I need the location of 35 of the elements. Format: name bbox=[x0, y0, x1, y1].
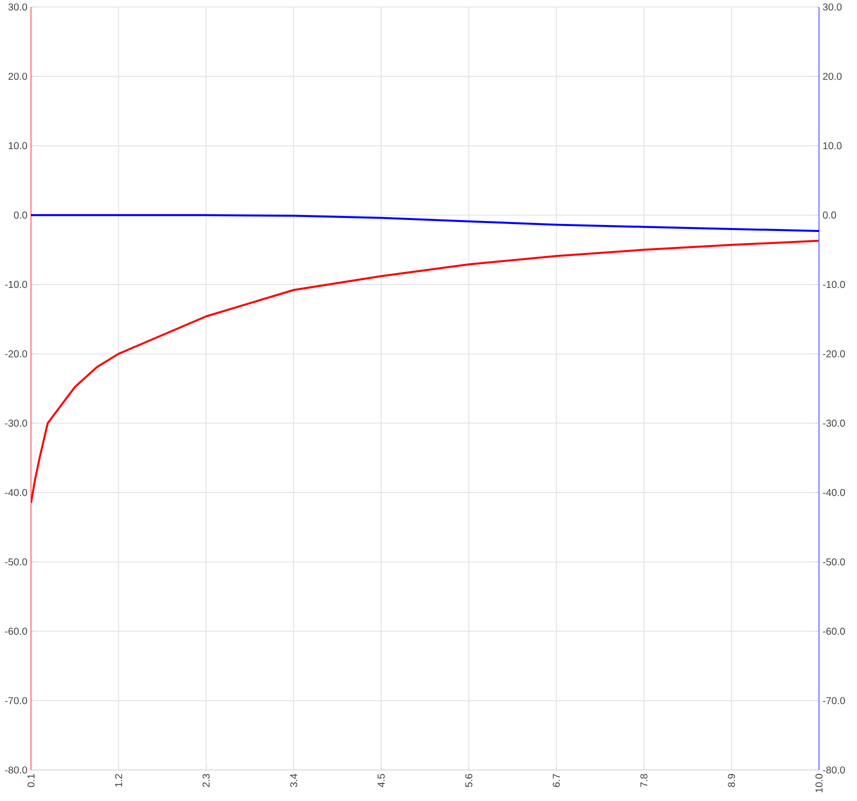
y-tick-label: 20.0 bbox=[8, 72, 28, 80]
y2-tick-label: 20.0 bbox=[823, 72, 842, 80]
y-tick-label: 0.0 bbox=[14, 212, 28, 219]
x-tick-label: 8.9 bbox=[728, 774, 735, 787]
y2-tick-label: 0.0 bbox=[822, 212, 836, 219]
line-series bbox=[31, 240, 820, 504]
y2-tick-label: -50.0 bbox=[822, 558, 845, 566]
y-tick-label: -70.0 bbox=[5, 697, 28, 704]
y2-tick-label: 10.0 bbox=[823, 142, 842, 150]
y2-tick-label: 30.0 bbox=[822, 3, 842, 11]
y2-tick-label: -80.0 bbox=[822, 766, 845, 774]
y-tick-label: -10.0 bbox=[5, 280, 28, 288]
x-tick-label: 3.4 bbox=[290, 774, 298, 788]
x-tick-label: 2.3 bbox=[202, 774, 210, 787]
y-tick-label: -60.0 bbox=[5, 628, 28, 635]
y2-tick-label: -20.0 bbox=[822, 350, 845, 358]
x-tick-label: 1.2 bbox=[115, 774, 122, 787]
x-tick-label: 4.5 bbox=[378, 774, 385, 788]
y2-tick-label: -30.0 bbox=[822, 420, 845, 427]
x-tick-label: 7.8 bbox=[640, 774, 648, 787]
y2-tick-label: -10.0 bbox=[822, 280, 845, 288]
y2-tick-label: -40.0 bbox=[822, 489, 845, 496]
y-tick-label: -80.0 bbox=[5, 766, 28, 774]
y-tick-label: 10.0 bbox=[8, 142, 28, 150]
y-tick-label: -30.0 bbox=[5, 420, 28, 427]
x-tick-label: 6.7 bbox=[552, 774, 560, 787]
y-tick-label: -40.0 bbox=[5, 489, 28, 496]
x-tick-label: 5.6 bbox=[465, 774, 472, 788]
y2-tick-label: -70.0 bbox=[822, 697, 845, 704]
x-tick-label: 0.1 bbox=[27, 774, 35, 788]
y-tick-label: -50.0 bbox=[5, 558, 28, 566]
y2-tick-label: -60.0 bbox=[822, 628, 845, 635]
y-tick-label: -20.0 bbox=[5, 350, 28, 358]
x-tick-label: 10.0 bbox=[815, 774, 823, 792]
y-tick-label: 30.0 bbox=[8, 3, 28, 11]
